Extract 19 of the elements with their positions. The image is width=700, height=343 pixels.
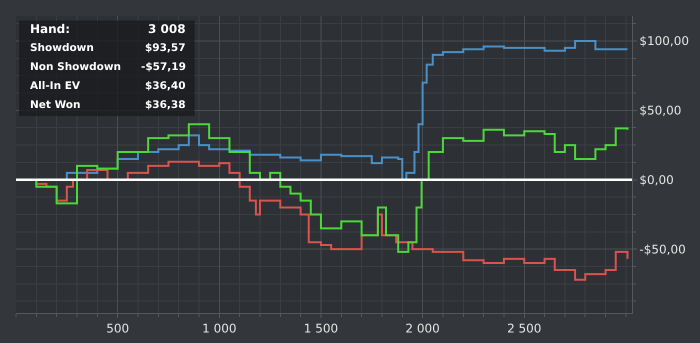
annotation: Net Won	[30, 99, 80, 111]
annotation: Non Showdown	[30, 61, 121, 73]
annotation: Showdown	[30, 42, 94, 54]
y-tick-label: $100,00	[639, 34, 690, 48]
annotation: 3 008	[148, 22, 186, 36]
annotation: $36,38	[145, 99, 186, 111]
y-tick-label: -$50,00	[639, 242, 686, 256]
annotation: -$57,19	[141, 61, 186, 73]
annotation: All-In EV	[30, 80, 81, 92]
y-tick-label: $50,00	[639, 104, 682, 118]
annotation: $93,57	[145, 42, 186, 54]
x-tick-label: 500	[106, 321, 130, 336]
annotation: Hand:	[30, 22, 70, 36]
y-tick-label: $0,00	[639, 172, 674, 187]
annotation: $36,40	[145, 80, 186, 92]
x-tick-label: 1 000	[202, 321, 236, 336]
x-tick-label: 1 500	[304, 321, 338, 336]
x-tick-label: 2 000	[405, 321, 440, 336]
x-tick-label: 2 500	[507, 321, 542, 336]
